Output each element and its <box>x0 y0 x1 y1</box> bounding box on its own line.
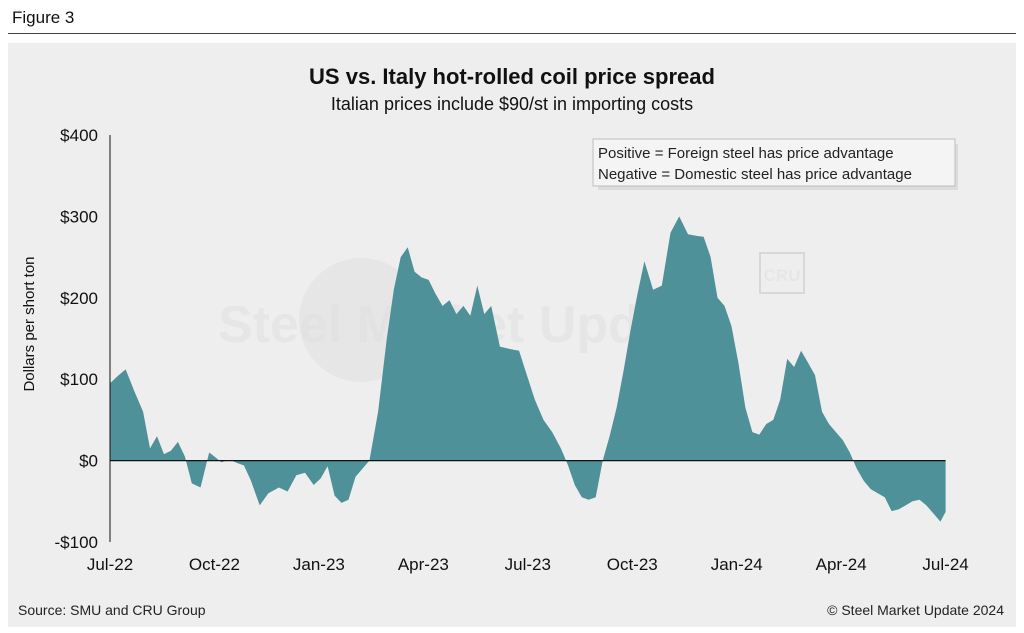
x-tick-label: Jan-24 <box>711 555 763 574</box>
x-tick-label: Jul-23 <box>505 555 551 574</box>
y-tick-label: $400 <box>60 126 98 145</box>
x-tick-label: Apr-24 <box>816 555 867 574</box>
x-tick-label: Apr-23 <box>398 555 449 574</box>
y-tick-label: $200 <box>60 289 98 308</box>
x-axis-ticks: Jul-22 Oct-22 Jan-23 Apr-23 Jul-23 Oct-23 Jan-… <box>87 555 969 574</box>
watermark-badge: CRU <box>764 266 801 285</box>
x-tick-label: Jul-24 <box>922 555 968 574</box>
legend-box <box>592 138 956 187</box>
y-axis-label: Dollars per short ton <box>21 256 38 391</box>
chart-subtitle: Italian prices include $90/st in importi… <box>331 94 693 114</box>
legend-line-negative: Negative = Domestic steel has price adva… <box>598 166 912 183</box>
x-tick-label: Jan-23 <box>293 555 345 574</box>
y-tick-label: $0 <box>79 452 98 471</box>
y-tick-label: $100 <box>60 370 98 389</box>
copyright-note: © Steel Market Update 2024 <box>827 602 1004 618</box>
y-tick-label: -$100 <box>55 533 98 552</box>
chart-title: US vs. Italy hot-rolled coil price sprea… <box>309 64 715 89</box>
figure-label: Figure 3 <box>12 8 75 27</box>
figure-rule <box>8 33 1016 34</box>
y-axis-ticks: -$100 $0 $100 $200 $300 $400 <box>55 126 98 552</box>
chart-svg: Steel Market Update CRU US vs. Italy hot… <box>18 64 1004 618</box>
x-tick-label: Oct-22 <box>189 555 240 574</box>
x-tick-label: Oct-23 <box>607 555 658 574</box>
y-tick-label: $300 <box>60 207 98 226</box>
legend: Positive = Foreign steel has price advan… <box>592 138 958 190</box>
spread-area <box>110 216 946 522</box>
x-tick-label: Jul-22 <box>87 555 133 574</box>
legend-line-positive: Positive = Foreign steel has price advan… <box>598 145 894 162</box>
source-note: Source: SMU and CRU Group <box>18 602 206 618</box>
watermark-badge-box <box>759 252 805 294</box>
chart-panel: Steel Market Update CRU US vs. Italy hot… <box>8 43 1016 627</box>
